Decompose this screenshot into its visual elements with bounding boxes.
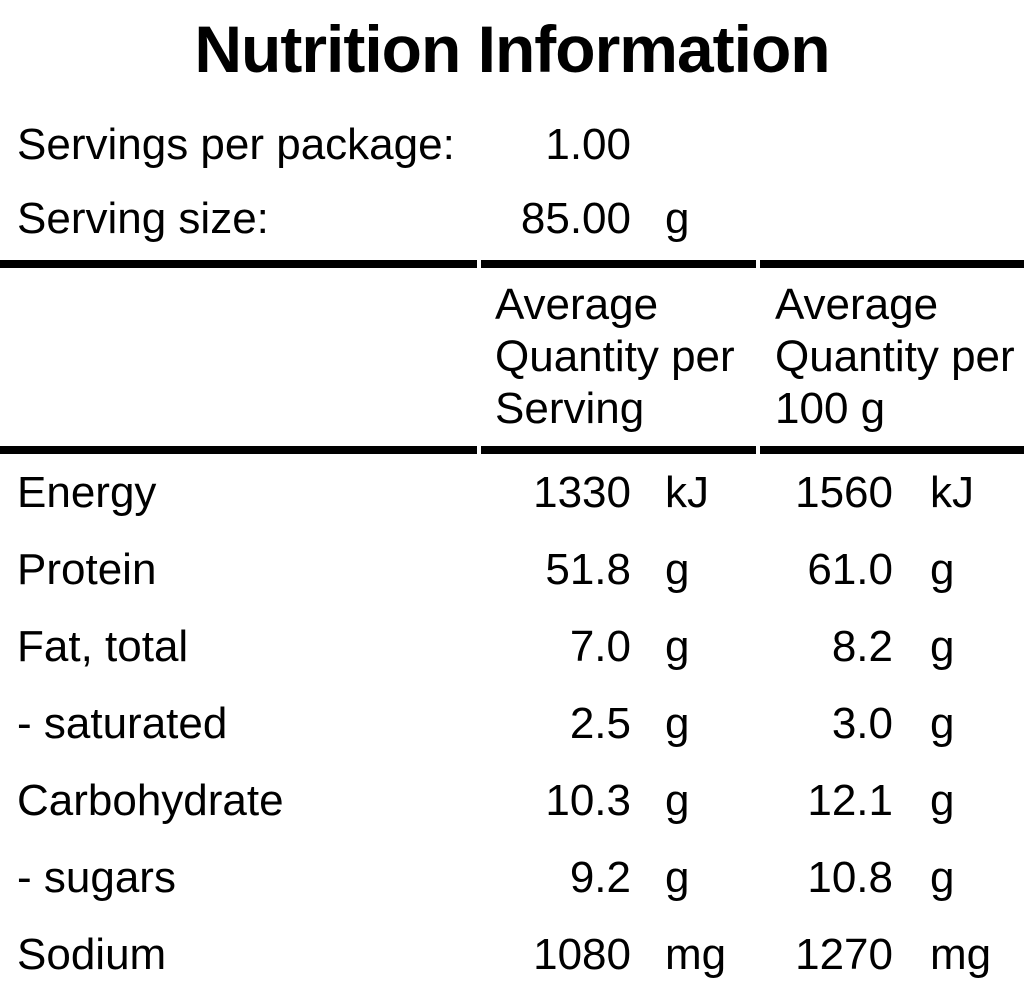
per-serving-value: 10.3 [545, 775, 631, 825]
per-100g-unit: mg [930, 929, 992, 979]
per-100g-value: 3.0 [831, 698, 893, 748]
nutrient-label: - saturated [17, 698, 228, 748]
serving-size-unit: g [665, 194, 690, 243]
per-100g-unit: g [930, 852, 955, 902]
per-serving-unit: kJ [665, 467, 709, 517]
nutrient-label: Sodium [17, 929, 167, 979]
per-serving-unit: g [665, 775, 690, 825]
nutrient-label: Fat, total [17, 621, 189, 671]
per-serving-value: 1080 [533, 929, 631, 979]
serving-size-label: Serving size: [17, 194, 269, 243]
table-row-sugars: - sugars 9.2 g 10.8 g [0, 839, 1024, 916]
nutrient-label: Protein [17, 544, 157, 594]
per-100g-unit: g [930, 621, 955, 671]
column-header-row: Average Quantity per Serving Average Qua… [0, 268, 1024, 446]
per-100g-unit: g [930, 775, 955, 825]
table-row-energy: Energy 1330 kJ 1560 kJ [0, 454, 1024, 531]
per-100g-value: 12.1 [807, 775, 893, 825]
per-serving-value: 51.8 [545, 544, 631, 594]
divider-rule-bottom [0, 446, 1024, 454]
table-row-protein: Protein 51.8 g 61.0 g [0, 531, 1024, 608]
per-100g-value: 1560 [795, 467, 893, 517]
per-100g-value: 1270 [795, 929, 893, 979]
serving-info-table: Servings per package: 1.00 Serving size:… [0, 108, 1024, 256]
per-100g-unit: kJ [930, 467, 974, 517]
per-serving-value: 9.2 [569, 852, 631, 902]
page-title: Nutrition Information [194, 12, 830, 86]
per-100g-value: 61.0 [807, 544, 893, 594]
per-serving-unit: g [665, 544, 690, 594]
divider-rule-top [0, 260, 1024, 268]
nutrient-table: Energy 1330 kJ 1560 kJ Protein 51.8 g 61… [0, 454, 1024, 981]
column-header-per-100g: Average Quantity per 100 g [775, 280, 1015, 433]
table-row-fat-total: Fat, total 7.0 g 8.2 g [0, 608, 1024, 685]
nutrient-label: Energy [17, 467, 157, 517]
per-serving-unit: g [665, 852, 690, 902]
table-row-carbohydrate: Carbohydrate 10.3 g 12.1 g [0, 762, 1024, 839]
table-row-saturated: - saturated 2.5 g 3.0 g [0, 685, 1024, 762]
per-100g-value: 10.8 [807, 852, 893, 902]
per-100g-value: 8.2 [831, 621, 893, 671]
nutrient-label: - sugars [17, 852, 176, 902]
per-serving-value: 7.0 [569, 621, 631, 671]
per-serving-value: 2.5 [569, 698, 631, 748]
serving-info-row: Servings per package: 1.00 [0, 108, 1024, 182]
serving-size-value: 85.00 [520, 194, 631, 243]
per-serving-unit: g [665, 621, 690, 671]
per-100g-unit: g [930, 698, 955, 748]
per-serving-unit: g [665, 698, 690, 748]
per-serving-unit: mg [665, 929, 727, 979]
table-row-sodium: Sodium 1080 mg 1270 mg [0, 916, 1024, 981]
servings-per-package-label: Servings per package: [17, 120, 455, 169]
serving-info-row: Serving size: 85.00 g [0, 182, 1024, 256]
servings-per-package-value: 1.00 [545, 120, 631, 169]
per-serving-value: 1330 [533, 467, 631, 517]
per-100g-unit: g [930, 544, 955, 594]
servings-per-package-unit [631, 108, 758, 182]
column-header-per-serving: Average Quantity per Serving [495, 280, 735, 433]
nutrient-label: Carbohydrate [17, 775, 284, 825]
